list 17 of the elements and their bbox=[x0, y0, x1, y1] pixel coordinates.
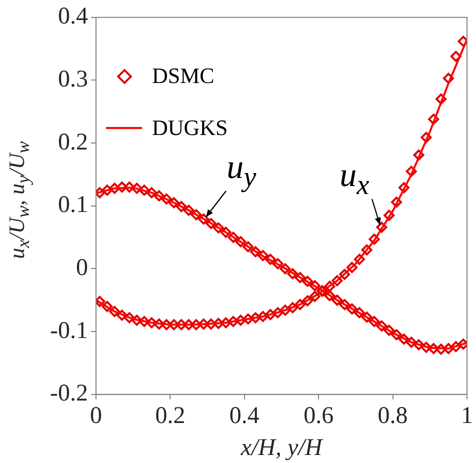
y-tick-label: -0.1 bbox=[50, 318, 88, 344]
legend-label: DUGKS bbox=[152, 115, 228, 141]
x-tick-label: 0.4 bbox=[229, 403, 260, 430]
x-tick-label: 1 bbox=[461, 403, 473, 430]
y-tick-label: 0.4 bbox=[58, 4, 88, 30]
annotation: u$_{x}$ bbox=[340, 157, 370, 202]
y-tick-label: 0.3 bbox=[58, 66, 88, 93]
annotation: u$_{y}$ bbox=[226, 149, 256, 193]
x-tick-label: 0.2 bbox=[155, 403, 186, 430]
y-tick-label: -0.2 bbox=[50, 380, 88, 407]
x-axis-title: x/H, y/H bbox=[240, 434, 324, 461]
y-tick-label: 0.2 bbox=[58, 129, 88, 156]
x-tick-label: 0.8 bbox=[378, 403, 408, 430]
y-tick-label: 0 bbox=[76, 255, 88, 282]
y-tick-label: 0.1 bbox=[58, 192, 88, 218]
x-tick-label: 0.6 bbox=[304, 403, 334, 430]
legend-label: DSMC bbox=[152, 63, 214, 89]
